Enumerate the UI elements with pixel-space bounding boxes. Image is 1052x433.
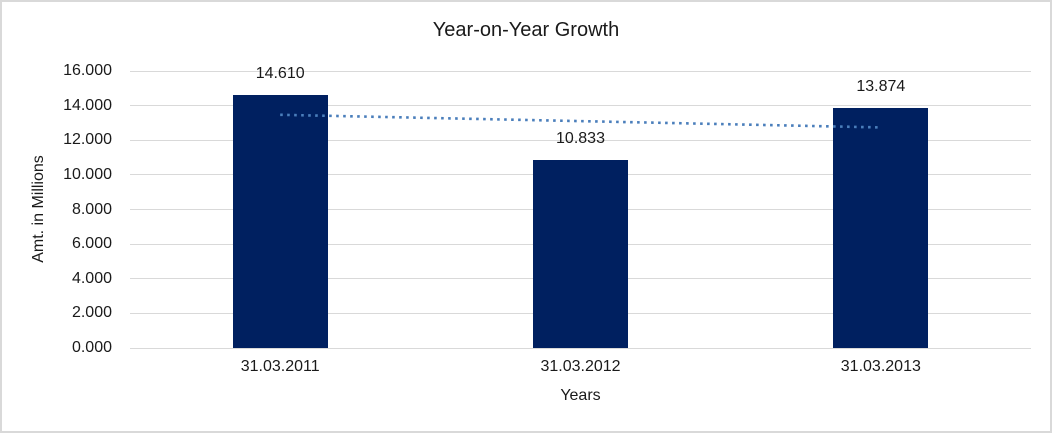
data-label: 10.833 [556, 130, 605, 148]
x-tick-label: 31.03.2013 [840, 358, 921, 375]
y-tick-label: 14.000 [63, 96, 112, 114]
y-tick-label: 16.000 [63, 62, 112, 79]
y-tick-label: 0.000 [71, 339, 112, 356]
data-label: 14.610 [255, 65, 305, 83]
y-tick-label: 12.000 [63, 131, 112, 149]
gridline [130, 347, 1031, 349]
gridline [130, 70, 1031, 72]
y-tick-label: 4.000 [71, 269, 112, 287]
y-tick-label: 8.000 [71, 200, 112, 218]
chart-title: Year-on-Year Growth [432, 19, 620, 41]
y-tick-label: 6.000 [71, 235, 112, 253]
x-tick-label: 31.03.2011 [240, 358, 320, 375]
data-label: 13.874 [856, 77, 906, 95]
trendline-path [280, 113, 881, 129]
x-axis-title: Years [560, 387, 601, 404]
trendline [280, 113, 881, 129]
bar [533, 160, 628, 348]
y-tick-label: 10.000 [63, 165, 112, 183]
y-tick-label: 2.000 [71, 304, 112, 322]
bar [232, 95, 328, 348]
x-tick-label: 31.03.2012 [540, 358, 621, 375]
plot-area: 14.610 10.833 13.874 [130, 65, 1031, 349]
gridline [130, 139, 1031, 141]
bar [833, 107, 929, 348]
gridline [130, 105, 1031, 107]
